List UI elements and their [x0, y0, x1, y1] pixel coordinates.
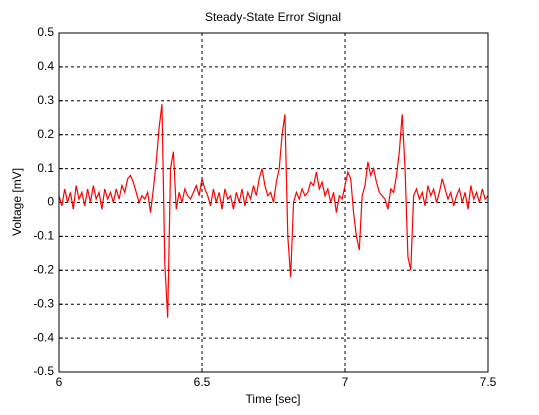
y-tick-label: 0.1: [37, 161, 54, 175]
y-tick-label: 0: [47, 195, 54, 209]
y-tick-label: -0.3: [33, 296, 54, 310]
y-tick-label: -0.5: [33, 364, 54, 378]
signal-line: [58, 104, 489, 318]
y-tick-label: -0.2: [33, 262, 54, 276]
x-axis-label: Time [sec]: [246, 392, 301, 406]
x-tick-label: 7.5: [480, 375, 497, 389]
chart-title: Steady-State Error Signal: [205, 10, 341, 24]
y-tick-label: 0.5: [37, 25, 54, 39]
y-tick-label: -0.1: [33, 229, 54, 243]
plot-border: [58, 32, 489, 373]
x-tick-label: 6.5: [194, 375, 211, 389]
y-tick-label: 0.3: [37, 93, 54, 107]
y-axis-label: Voltage [mV]: [10, 168, 24, 236]
x-tick-label: 6: [56, 375, 63, 389]
y-tick-label: 0.2: [37, 127, 54, 141]
y-tick-label: -0.4: [33, 330, 54, 344]
x-tick-label: 7: [342, 375, 349, 389]
y-tick-label: 0.4: [37, 59, 54, 73]
